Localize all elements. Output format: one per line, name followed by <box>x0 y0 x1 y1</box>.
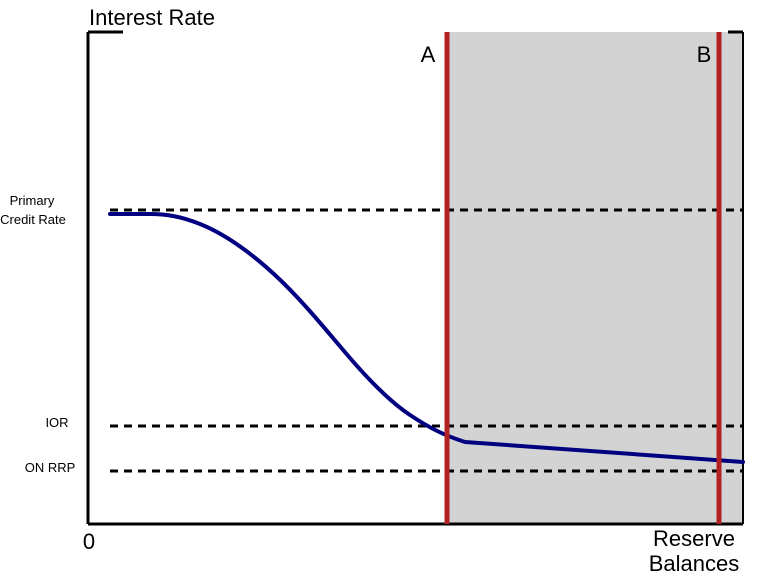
origin-label: 0 <box>83 529 95 554</box>
y-axis-title: Interest Rate <box>89 5 215 30</box>
shaded-region <box>447 32 743 524</box>
reserve-demand-curve <box>108 212 745 464</box>
on-rrp-label: ON RRP <box>25 460 76 475</box>
primary-credit-rate-label-line2: Credit Rate <box>0 212 66 227</box>
x-axis-label-line1: Reserve <box>653 526 735 551</box>
marker-a-label: A <box>421 42 436 67</box>
marker-b-label: B <box>697 42 712 67</box>
x-axis-label-line2: Balances <box>649 551 740 576</box>
primary-credit-rate-label-line1: Primary <box>10 193 55 208</box>
ior-label: IOR <box>45 415 68 430</box>
